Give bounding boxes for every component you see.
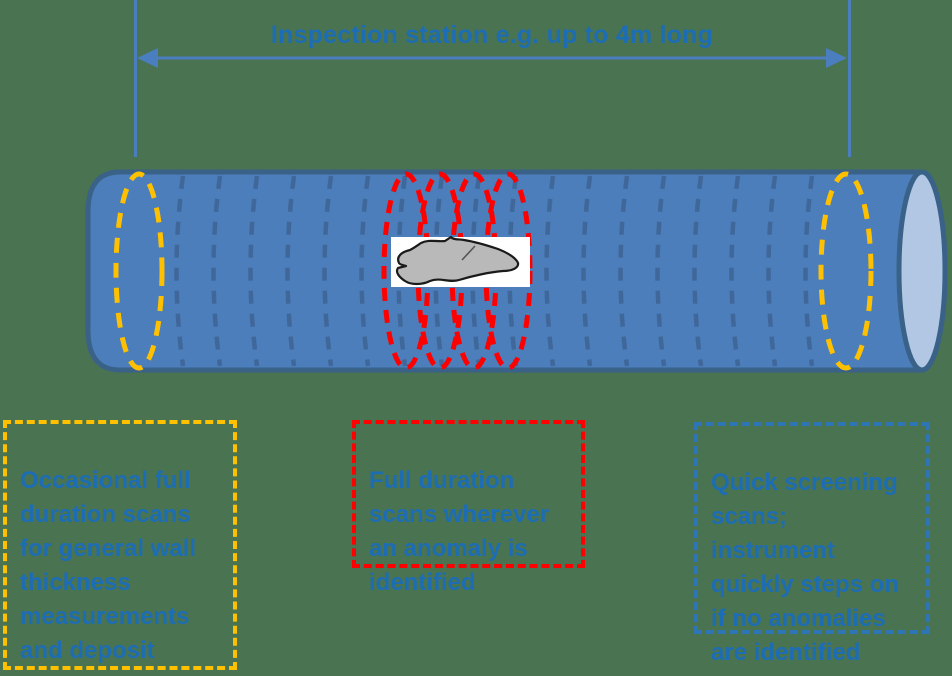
arrowhead-right-icon bbox=[826, 48, 847, 68]
quick-screening-label-box: Quick screening scans; instrument quickl… bbox=[694, 422, 930, 666]
anomaly-scan-label-text: Full duration scans wherever an anomaly … bbox=[369, 467, 550, 596]
occasional-scan-ring-left bbox=[113, 171, 165, 371]
anomaly-crack-line bbox=[461, 245, 476, 261]
occasional-scan-rings bbox=[113, 171, 874, 371]
quick-screening-label-text: Quick screening scans; instrument quickl… bbox=[711, 469, 900, 666]
occasional-scan-label-box: Occasional full duration scans for gener… bbox=[3, 420, 237, 676]
pipe-end-cap bbox=[896, 169, 948, 373]
occasional-scan-label-text: Occasional full duration scans for gener… bbox=[20, 467, 197, 676]
anomaly-scan-label-box: Full duration scans wherever an anomaly … bbox=[352, 420, 585, 596]
dimension-lines bbox=[134, 0, 851, 157]
anomaly-patch bbox=[395, 235, 520, 286]
inspection-station-label: Inspection station e.g. up to 4m long bbox=[270, 21, 714, 49]
arrowhead-left-icon bbox=[137, 48, 158, 68]
occasional-scan-ring-right bbox=[818, 171, 874, 371]
